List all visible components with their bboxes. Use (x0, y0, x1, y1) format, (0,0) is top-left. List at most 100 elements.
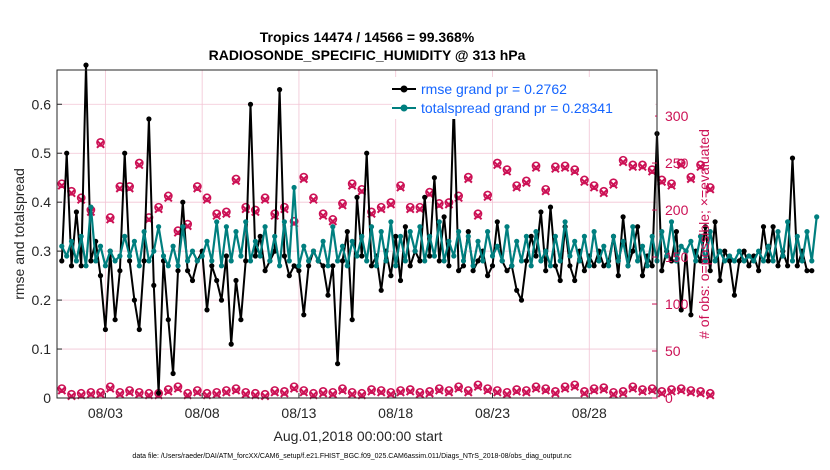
rmse-point (189, 277, 196, 284)
totalspread-point (794, 233, 800, 239)
obs-evaluated-marker (134, 389, 144, 399)
rmse-point (697, 258, 704, 264)
rmse-point (218, 297, 225, 303)
totalspread-point (359, 233, 365, 239)
totalspread-point (175, 263, 181, 269)
totalspread-point (204, 238, 210, 244)
obs-evaluated-marker (502, 167, 512, 176)
rmse-point (765, 258, 771, 264)
rmse-point (359, 253, 365, 259)
totalspread-point (335, 258, 341, 264)
obs-possible-marker (309, 388, 318, 398)
obs-evaluated-marker (241, 389, 251, 399)
obs-evaluated-marker (86, 389, 96, 399)
totalspread-point (731, 258, 738, 264)
rmse-point (804, 268, 810, 274)
rmse-point (141, 258, 147, 264)
obs-possible-marker (396, 181, 405, 190)
totalspread-point (722, 258, 728, 264)
totalspread-point (451, 253, 457, 259)
chart-title: Tropics 14474 / 14566 = 99.368% (260, 29, 475, 45)
totalspread-point (789, 258, 796, 264)
obs-possible-marker (502, 387, 512, 397)
totalspread-point (325, 263, 331, 269)
obs-possible-marker (705, 183, 715, 192)
totalspread-point (547, 263, 554, 269)
totalspread-point (799, 258, 805, 264)
totalspread-point (189, 248, 196, 254)
rmse-point (630, 248, 636, 254)
rmse-point (165, 317, 171, 323)
totalspread-point (388, 219, 394, 225)
obs-evaluated-marker (231, 386, 241, 395)
totalspread-point (397, 233, 404, 239)
totalspread-point (344, 263, 350, 269)
y-right-tick-label: 150 (665, 249, 689, 265)
totalspread-point (247, 258, 254, 264)
rmse-point (489, 263, 496, 269)
obs-possible-marker (618, 155, 628, 165)
obs-possible-marker (405, 202, 415, 212)
obs-possible-marker (599, 186, 609, 196)
obs-evaluated-marker (405, 204, 415, 214)
totalspread-point (446, 238, 452, 244)
totalspread-point (775, 229, 781, 235)
totalspread-point (475, 238, 481, 244)
obs-possible-marker (541, 184, 551, 194)
obs-evaluated-marker (96, 139, 105, 149)
totalspread-point (504, 224, 510, 230)
obs-evaluated-marker (589, 183, 599, 192)
obs-possible-marker (202, 388, 212, 398)
totalspread-point (320, 238, 326, 244)
rmse-point (335, 361, 341, 367)
totalspread-point (620, 238, 626, 244)
obs-evaluated-marker (493, 160, 502, 170)
totalspread-point (422, 258, 428, 264)
obs-possible-marker (250, 388, 260, 398)
obs-evaluated-marker (338, 386, 347, 395)
obs-evaluated-marker (222, 209, 231, 219)
rmse-point (446, 263, 452, 269)
obs-evaluated-marker (96, 389, 105, 399)
obs-possible-marker (550, 162, 560, 172)
obs-evaluated-marker (512, 183, 521, 192)
plot-border (56, 69, 658, 399)
totalspread-point (209, 258, 215, 264)
obs-evaluated-marker (173, 384, 183, 393)
rmse-point (252, 253, 258, 259)
obs-possible-marker (221, 386, 231, 395)
obs-possible-marker (676, 158, 686, 168)
y-right-tick-label: 0 (665, 390, 673, 406)
rmse-point (368, 263, 375, 269)
totalspread-point (509, 263, 515, 269)
obs-evaluated-marker (222, 388, 231, 397)
obs-evaluated-marker (202, 195, 212, 205)
rmse-point (518, 297, 525, 303)
obs-evaluated-marker (628, 384, 638, 393)
line-series (59, 62, 820, 396)
obs-possible-marker (241, 202, 251, 212)
totalspread-point (567, 253, 573, 259)
rmse-point (180, 199, 186, 205)
rmse-point (427, 253, 433, 259)
obs-possible-marker (202, 193, 212, 203)
obs-possible-marker (96, 387, 105, 397)
totalspread-point (112, 258, 118, 264)
x-tick-label: 08/08 (185, 405, 220, 421)
legend-box (392, 77, 655, 119)
obs-evaluated-marker (299, 388, 309, 397)
rmse-point (209, 263, 215, 269)
totalspread-point (760, 258, 767, 264)
totalspread-point (243, 219, 249, 225)
obs-possible-marker (609, 387, 618, 397)
obs-evaluated-marker (686, 388, 696, 397)
obs-possible-marker (212, 387, 222, 397)
obs-possible-marker (357, 388, 367, 398)
totalspread-point (756, 248, 762, 254)
totalspread-point (712, 258, 718, 264)
totalspread-point (572, 238, 578, 244)
obs-possible-marker (560, 161, 570, 171)
obs-possible-marker (134, 158, 144, 168)
rmse-point (741, 248, 747, 254)
y-tick-label: 0 (43, 390, 51, 406)
